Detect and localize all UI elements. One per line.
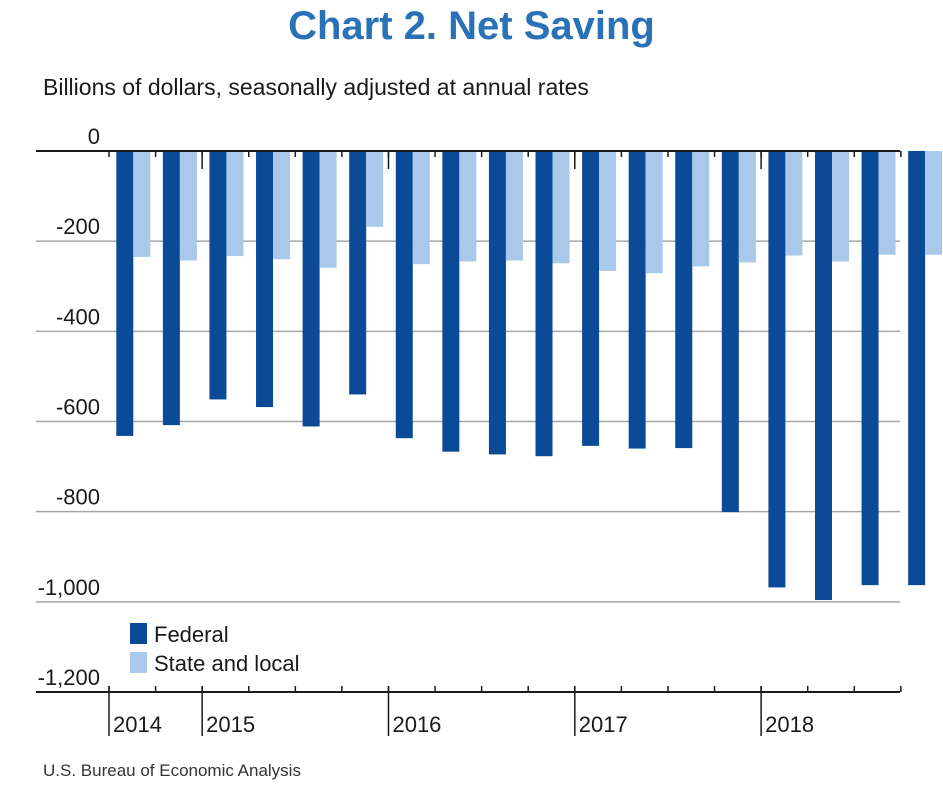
y-tick-label: -1,200	[38, 665, 100, 690]
state-local-bar	[133, 151, 151, 257]
federal-bar	[768, 151, 786, 588]
state-local-bar	[738, 151, 756, 263]
state-local-bar	[179, 151, 197, 261]
x-year-label: 2015	[206, 712, 255, 737]
state-local-bar	[366, 151, 384, 227]
federal-bar	[861, 151, 879, 586]
federal-bar	[721, 151, 739, 513]
federal-bar	[675, 151, 693, 449]
state-local-bar	[692, 151, 710, 267]
legend-label-state-local: State and local	[154, 651, 300, 676]
state-local-bar	[645, 151, 663, 274]
x-year-label: 2016	[392, 712, 441, 737]
federal-bar	[442, 151, 460, 452]
source-note: U.S. Bureau of Economic Analysis	[43, 761, 301, 780]
y-tick-label: -200	[56, 214, 100, 239]
legend-swatch-federal	[130, 623, 147, 644]
x-year-label: 2018	[765, 712, 814, 737]
state-local-bar	[226, 151, 244, 257]
state-local-bar	[412, 151, 430, 265]
federal-bar	[908, 151, 926, 586]
chart-subtitle: Billions of dollars, seasonally adjusted…	[43, 74, 589, 100]
federal-bar	[628, 151, 646, 449]
federal-bar	[256, 151, 274, 408]
y-tick-label: -600	[56, 395, 100, 420]
federal-bar	[209, 151, 227, 400]
x-year-label: 2014	[113, 712, 162, 737]
y-tick-label: 0	[88, 124, 100, 149]
state-local-bar	[599, 151, 617, 271]
legend-swatch-state-local	[130, 652, 147, 673]
federal-bar	[395, 151, 413, 439]
federal-bar	[116, 151, 134, 436]
federal-bar	[582, 151, 600, 446]
state-local-bar	[505, 151, 523, 261]
federal-bar	[349, 151, 367, 395]
federal-bar	[488, 151, 506, 455]
federal-bar	[302, 151, 320, 427]
state-local-bar	[785, 151, 803, 256]
state-local-bar	[552, 151, 570, 264]
x-year-label: 2017	[579, 712, 628, 737]
state-local-bar	[319, 151, 337, 268]
federal-bar	[814, 151, 832, 601]
y-tick-label: -800	[56, 485, 100, 510]
state-local-bar	[459, 151, 477, 262]
chart-title: Chart 2. Net Saving	[288, 4, 655, 48]
y-tick-label: -1,000	[38, 575, 100, 600]
federal-bar	[535, 151, 553, 457]
federal-bar	[162, 151, 180, 426]
state-local-bar	[878, 151, 896, 255]
state-local-bar	[273, 151, 291, 260]
state-local-bar	[831, 151, 849, 262]
y-tick-label: -400	[56, 304, 100, 329]
state-local-bar	[925, 151, 943, 255]
legend-label-federal: Federal	[154, 622, 229, 647]
